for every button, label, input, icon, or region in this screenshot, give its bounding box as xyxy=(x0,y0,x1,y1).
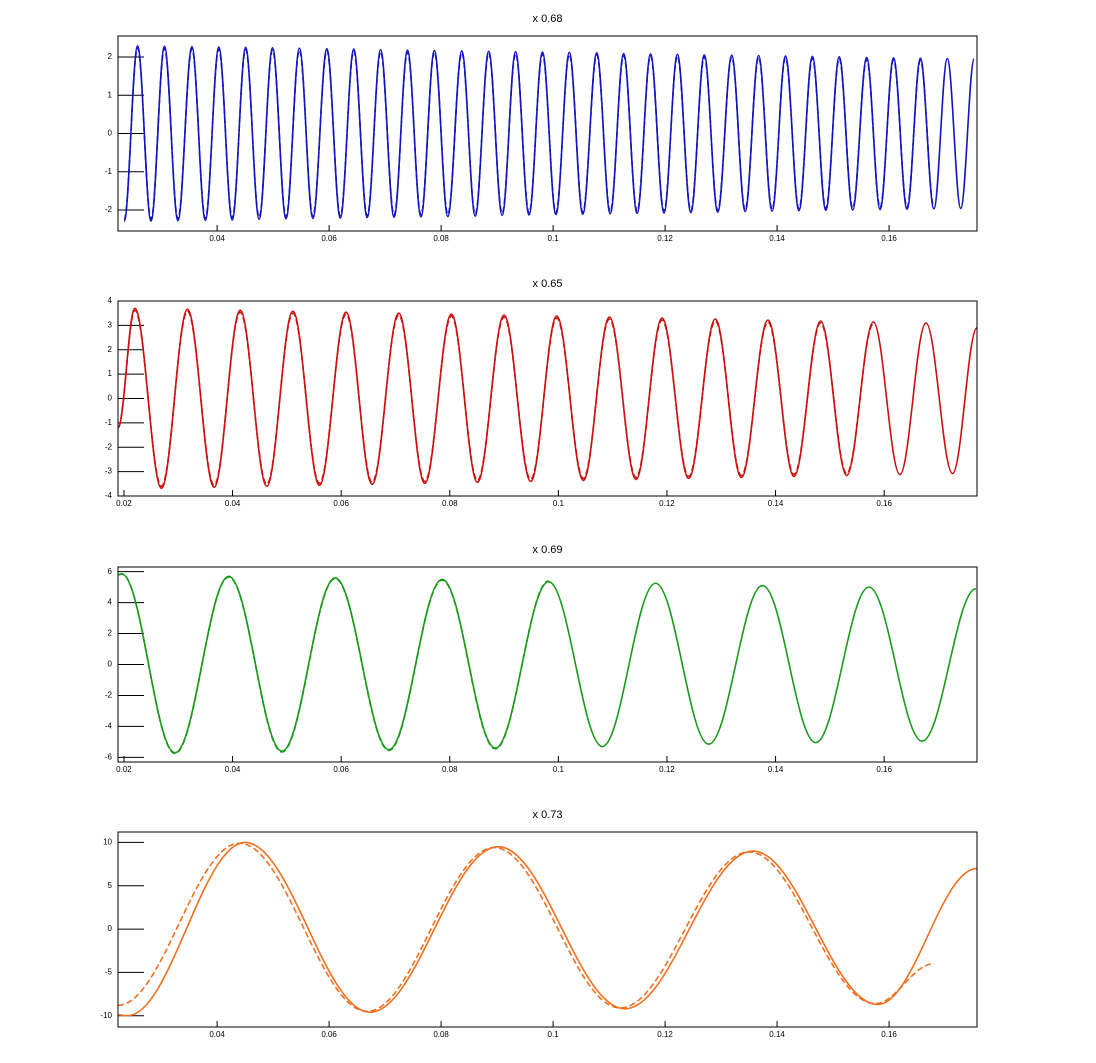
plot-frame xyxy=(117,300,978,497)
x-tick-label: 0.08 xyxy=(433,1030,449,1039)
x-tick-label: 0.04 xyxy=(209,234,225,243)
plot-frame xyxy=(117,35,978,232)
x-tick-label: 0.1 xyxy=(553,499,565,508)
y-tick-label: 2 xyxy=(108,629,113,638)
y-tick-label: 2 xyxy=(108,345,113,354)
panel: x 0.69 -6 -4 -2 0 2 4 6 0.02 0.04 0.06 0.08 0.1 0.12 0… xyxy=(105,544,978,774)
y-tick-label: -3 xyxy=(105,467,113,476)
y-tick-label: 2 xyxy=(108,52,113,61)
x-tick-label: 0.14 xyxy=(768,765,784,774)
x-tick-label: 0.02 xyxy=(116,499,132,508)
solid-line xyxy=(117,841,978,1017)
chart-title: x 0.73 xyxy=(533,809,563,821)
y-tick-label: 0 xyxy=(108,924,113,933)
panel: x 0.73 -10 -5 0 5 10 0.04 0.06 0.08 0.1 0.12 0.14 0.… xyxy=(100,809,978,1039)
chart-title: x 0.68 xyxy=(533,13,563,25)
x-tick-label: 0.08 xyxy=(442,765,458,774)
y-tick-label: 5 xyxy=(108,881,113,890)
x-tick-label: 0.1 xyxy=(548,234,560,243)
y-tick-label: 1 xyxy=(108,369,113,378)
x-tick-label: 0.08 xyxy=(433,234,449,243)
x-tick-label: 0.04 xyxy=(225,765,241,774)
plot-frame xyxy=(117,566,978,763)
x-tick-label: 0.06 xyxy=(321,1030,337,1039)
y-tick-label: 0 xyxy=(108,660,113,669)
dashed-line xyxy=(117,573,549,755)
x-tick-label: 0.06 xyxy=(321,234,337,243)
y-tick-label: -1 xyxy=(105,167,113,176)
y-tick-label: -6 xyxy=(105,752,113,761)
x-tick-label: 0.14 xyxy=(769,234,785,243)
y-tick-label: -4 xyxy=(105,491,113,500)
x-tick-label: 0.14 xyxy=(768,499,784,508)
y-tick-label: -5 xyxy=(105,968,113,977)
x-tick-label: 0.12 xyxy=(657,234,673,243)
x-tick-label: 0.16 xyxy=(876,765,892,774)
x-tick-label: 0.06 xyxy=(333,499,349,508)
y-tick-label: -2 xyxy=(105,691,113,700)
chart-title: x 0.69 xyxy=(533,544,563,556)
y-tick-label: -1 xyxy=(105,418,113,427)
y-tick-label: 10 xyxy=(103,838,112,847)
x-tick-label: 0.04 xyxy=(209,1030,225,1039)
dashed-line xyxy=(123,47,935,221)
dashed-line xyxy=(117,309,875,488)
x-tick-label: 0.16 xyxy=(881,1030,897,1039)
y-tick-label: -2 xyxy=(105,442,113,451)
solid-line xyxy=(117,573,977,754)
dashed-line xyxy=(117,842,934,1013)
x-tick-label: 0.14 xyxy=(769,1030,785,1039)
y-tick-label: 4 xyxy=(108,296,113,305)
y-tick-label: 1 xyxy=(108,90,113,99)
y-tick-label: 6 xyxy=(108,567,113,576)
x-tick-label: 0.04 xyxy=(225,499,241,508)
y-tick-label: 4 xyxy=(108,598,113,607)
x-tick-label: 0.08 xyxy=(442,499,458,508)
y-tick-label: 0 xyxy=(108,129,113,138)
y-tick-label: 0 xyxy=(108,394,113,403)
chart-title: x 0.65 xyxy=(533,278,563,290)
y-tick-label: -4 xyxy=(105,722,113,731)
x-tick-label: 0.12 xyxy=(657,1030,673,1039)
panel: x 0.65 -4 -3 -2 -1 0 1 2 3 4 0.02 0.04 0.06 0.08 0.1 0.… xyxy=(105,278,978,508)
x-tick-label: 0.1 xyxy=(553,765,565,774)
y-tick-label: 3 xyxy=(108,320,113,329)
x-tick-label: 0.12 xyxy=(659,765,675,774)
x-tick-label: 0.16 xyxy=(881,234,897,243)
x-tick-label: 0.02 xyxy=(116,765,132,774)
plot-frame xyxy=(117,831,978,1028)
y-tick-label: -10 xyxy=(100,1011,112,1020)
x-tick-label: 0.06 xyxy=(333,765,349,774)
y-tick-label: -2 xyxy=(105,205,113,214)
panel: x 0.68 -2 -1 0 1 2 0.04 0.06 0.08 0.1 0.12 0.14 0.16 xyxy=(105,13,978,243)
x-tick-label: 0.12 xyxy=(659,499,675,508)
x-tick-label: 0.16 xyxy=(876,499,892,508)
x-tick-label: 0.1 xyxy=(548,1030,560,1039)
